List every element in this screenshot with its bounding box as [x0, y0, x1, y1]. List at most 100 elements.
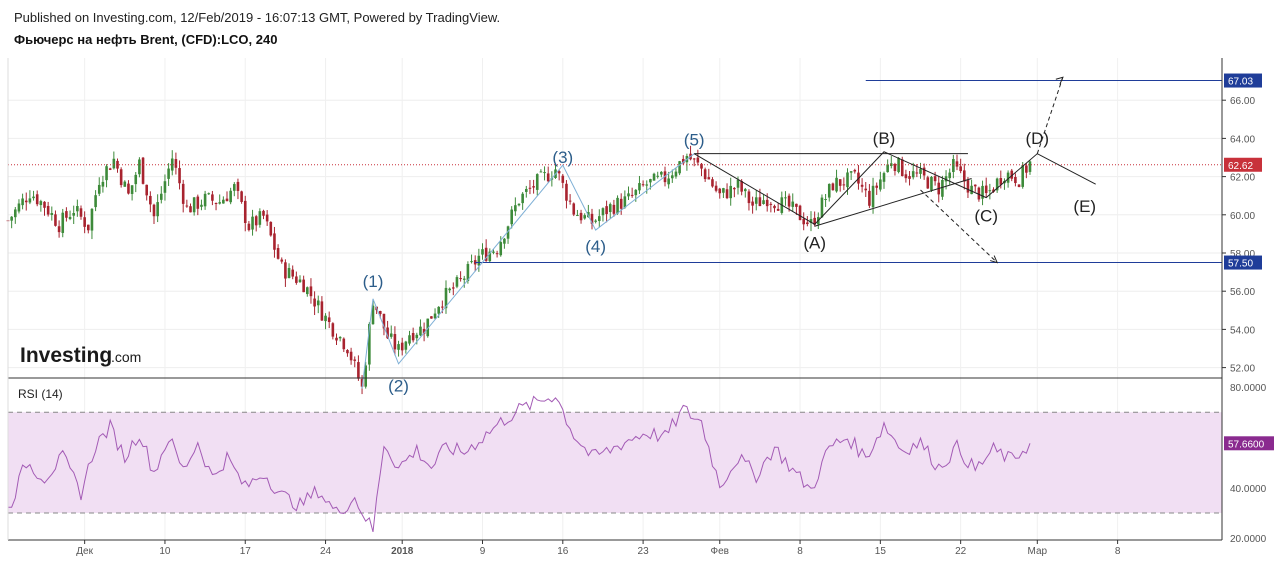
candle	[827, 183, 831, 198]
candle	[641, 184, 645, 186]
candle	[360, 379, 364, 387]
candle	[831, 183, 835, 191]
candle	[583, 215, 586, 219]
triangle-lower-bound	[814, 178, 972, 227]
candle	[152, 204, 156, 217]
candle	[462, 278, 466, 280]
candle	[160, 193, 163, 200]
candle	[568, 200, 572, 202]
candle	[736, 179, 740, 188]
candle	[922, 167, 926, 176]
candle	[243, 200, 247, 224]
candle	[911, 171, 915, 178]
candle	[601, 208, 605, 216]
candle	[868, 190, 871, 206]
rsi-value-label: 57.6600	[1228, 439, 1265, 450]
candle	[65, 211, 68, 218]
candle	[313, 298, 316, 307]
candle	[900, 159, 904, 176]
candle	[692, 158, 696, 160]
candle	[50, 213, 54, 215]
candle	[233, 184, 236, 191]
logo-brand: Investing	[20, 344, 112, 367]
candle	[1017, 184, 1021, 187]
candle	[798, 205, 802, 221]
candle	[273, 233, 276, 250]
price-tick-label: 66.00	[1230, 96, 1255, 107]
candle	[470, 261, 473, 263]
candle	[466, 263, 470, 281]
candle	[999, 178, 1003, 185]
candle	[444, 287, 448, 309]
investing-logo: Investing .com	[20, 344, 141, 367]
candle	[10, 216, 13, 221]
candle	[977, 187, 981, 200]
candle	[729, 185, 732, 199]
candle	[751, 201, 754, 206]
candle	[331, 323, 335, 337]
candle	[163, 181, 167, 193]
candle	[714, 185, 718, 191]
candle	[170, 158, 174, 171]
candle	[349, 351, 353, 361]
candle	[116, 160, 119, 169]
candle	[809, 219, 813, 223]
time-tick-label: 2018	[391, 546, 414, 557]
candle	[368, 323, 371, 365]
candle	[707, 177, 711, 180]
candle	[441, 306, 444, 308]
candles	[6, 145, 1032, 395]
candle	[335, 337, 338, 341]
candle	[105, 166, 108, 181]
candle	[386, 327, 389, 339]
candle	[433, 313, 437, 319]
candle	[700, 163, 703, 169]
price-tick-label: 56.00	[1230, 287, 1255, 298]
time-tick-label: 16	[557, 546, 569, 557]
wave-label: (1)	[363, 272, 384, 291]
candle	[287, 267, 291, 278]
candle	[123, 181, 127, 187]
price-tag	[1224, 73, 1262, 88]
candle	[254, 216, 258, 226]
candle	[309, 286, 313, 297]
candle	[981, 185, 984, 199]
candle	[503, 238, 506, 244]
candle	[76, 206, 79, 212]
candle	[696, 157, 700, 163]
candle	[948, 172, 951, 179]
candle	[200, 204, 203, 207]
candle	[973, 184, 977, 187]
time-tick-label: 15	[875, 546, 887, 557]
candle	[733, 187, 736, 190]
candle	[984, 185, 988, 194]
candle	[791, 201, 795, 207]
arrowhead-down	[990, 255, 999, 264]
candle	[495, 253, 499, 255]
candle	[229, 190, 232, 203]
candle	[178, 168, 181, 184]
candle	[426, 318, 430, 337]
price-tick-label: 58.00	[1230, 249, 1255, 260]
candle	[295, 276, 298, 283]
candle	[1028, 161, 1032, 172]
candle	[605, 206, 608, 215]
candle	[320, 301, 324, 321]
wave-label: (E)	[1073, 197, 1096, 216]
price-tag-label: 57.50	[1228, 259, 1253, 270]
candle	[1014, 176, 1017, 184]
candle	[919, 168, 922, 174]
candle	[995, 178, 999, 191]
price-tick-label: 64.00	[1230, 134, 1255, 145]
candle	[638, 183, 641, 191]
candle	[357, 362, 360, 379]
instrument-title: Фьючерс на нефть Brent, (CFD):LCO, 240	[14, 32, 278, 47]
candle	[722, 188, 725, 193]
candle	[448, 288, 451, 291]
candle	[192, 197, 196, 213]
wave-label: (5)	[684, 131, 705, 150]
candle	[521, 193, 524, 204]
wave-label: (D)	[1025, 129, 1049, 148]
candle	[258, 211, 262, 225]
